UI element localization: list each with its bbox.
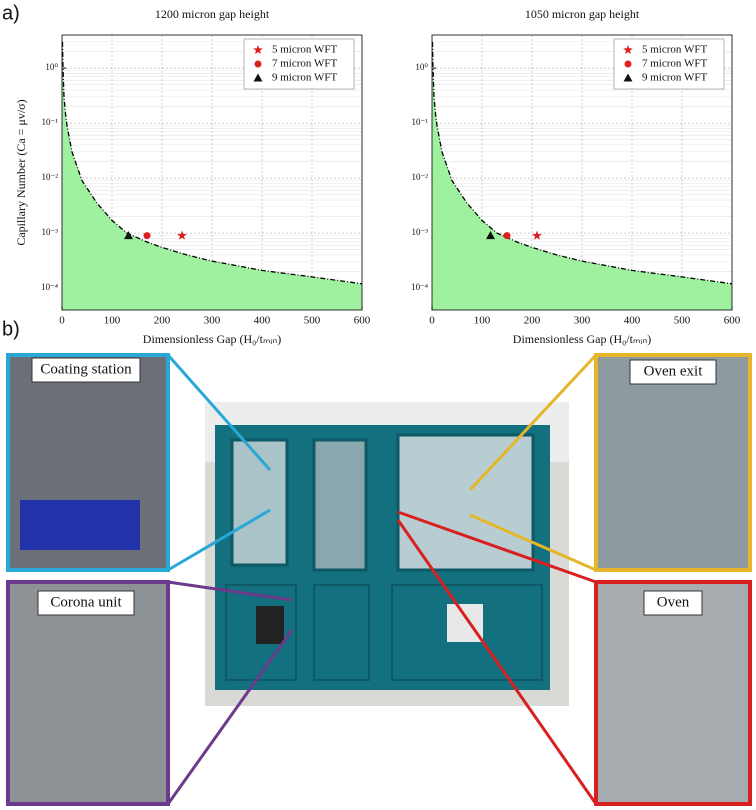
- x-tick-label: 300: [204, 315, 221, 327]
- machine-window: [230, 438, 289, 567]
- x-tick-label: 600: [724, 315, 741, 327]
- machine-panel: [256, 606, 284, 644]
- y-tick-label: 10⁰: [415, 62, 428, 72]
- chart-title: 1050 micron gap height: [525, 7, 640, 21]
- connector: [469, 513, 597, 572]
- legend-marker: [624, 60, 632, 68]
- legend-label: 5 micron WFT: [642, 44, 707, 56]
- y-tick-label: 10⁰: [45, 62, 58, 72]
- label-box: [31, 357, 141, 383]
- area: [432, 41, 732, 310]
- x-tick-label: 400: [254, 315, 271, 327]
- machine-door: [313, 584, 370, 681]
- machine-window: [396, 433, 535, 572]
- curve: [62, 41, 362, 285]
- legend: [243, 38, 355, 90]
- x-tick-label: 200: [154, 315, 171, 327]
- marker-star: [532, 230, 542, 240]
- machine-door: [391, 584, 543, 681]
- machine-window: [312, 438, 368, 572]
- label-box: [629, 359, 717, 385]
- label-box: [643, 590, 703, 616]
- marker-triangle: [124, 231, 133, 240]
- x-tick-label: 0: [429, 315, 435, 327]
- marker-circle: [503, 232, 511, 240]
- inset-photo: [594, 353, 752, 572]
- panel-label: b): [2, 318, 20, 340]
- photo-label: Oven: [657, 594, 690, 610]
- x-tick-label: 100: [474, 315, 491, 327]
- marker-circle: [143, 232, 151, 240]
- photo-label: Oven exit: [644, 363, 704, 379]
- connector: [397, 510, 597, 584]
- legend: [613, 38, 725, 90]
- x-tick-label: 400: [624, 315, 641, 327]
- x-tick-label: 100: [104, 315, 121, 327]
- marker-star: [177, 230, 187, 240]
- y-tick-label: 10⁻¹: [42, 117, 59, 127]
- area: [62, 41, 362, 310]
- x-axis-label: Dimensionless Gap (H₀/tₘᵢₙ): [143, 332, 281, 346]
- y-tick-label: 10⁻⁴: [41, 282, 58, 292]
- connector: [166, 629, 294, 805]
- y-axis-label: Capillary Number (Ca = μv/σ): [14, 99, 28, 245]
- legend-marker: [623, 73, 633, 82]
- y-tick-label: 10⁻⁴: [411, 282, 428, 292]
- legend-label: 9 micron WFT: [642, 72, 707, 84]
- x-tick-label: 500: [304, 315, 321, 327]
- x-tick-label: 0: [59, 315, 65, 327]
- connector: [166, 354, 272, 471]
- y-tick-label: 10⁻¹: [412, 117, 429, 127]
- x-tick-label: 600: [354, 315, 371, 327]
- legend-label: 7 micron WFT: [642, 58, 707, 70]
- y-tick-label: 10⁻²: [412, 172, 429, 182]
- photo-label: Coating station: [40, 361, 132, 377]
- connector: [468, 353, 598, 492]
- x-tick-label: 200: [524, 315, 541, 327]
- legend-marker: [253, 73, 263, 82]
- photo-panel: Coating station Corona unit Oven exit Ov…: [6, 353, 752, 806]
- plot-frame: [431, 34, 733, 311]
- y-tick-label: 10⁻³: [42, 227, 59, 237]
- legend-marker: [254, 60, 262, 68]
- label-box: [37, 590, 135, 616]
- legend-marker: [253, 45, 263, 54]
- chart-title: 1200 micron gap height: [155, 7, 270, 21]
- machine-door: [225, 584, 297, 681]
- plot-frame: [61, 34, 363, 311]
- legend-label: 5 micron WFT: [272, 44, 337, 56]
- x-tick-label: 500: [674, 315, 691, 327]
- x-axis-label: Dimensionless Gap (H₀/tₘᵢₙ): [513, 332, 651, 346]
- panel-label: a): [2, 2, 20, 24]
- x-tick-label: 300: [574, 315, 591, 327]
- connector: [167, 580, 293, 602]
- curve: [432, 41, 732, 285]
- legend-label: 7 micron WFT: [272, 58, 337, 70]
- connector: [396, 519, 598, 805]
- inset-photo: [6, 580, 170, 806]
- inset-detail: [20, 500, 140, 550]
- legend-marker: [623, 45, 633, 54]
- photo-label: Corona unit: [50, 594, 122, 610]
- inset-photo: [594, 580, 752, 806]
- y-tick-label: 10⁻³: [412, 227, 429, 237]
- legend-label: 9 micron WFT: [272, 72, 337, 84]
- y-tick-label: 10⁻²: [42, 172, 59, 182]
- connector: [167, 508, 271, 572]
- marker-triangle: [486, 231, 495, 240]
